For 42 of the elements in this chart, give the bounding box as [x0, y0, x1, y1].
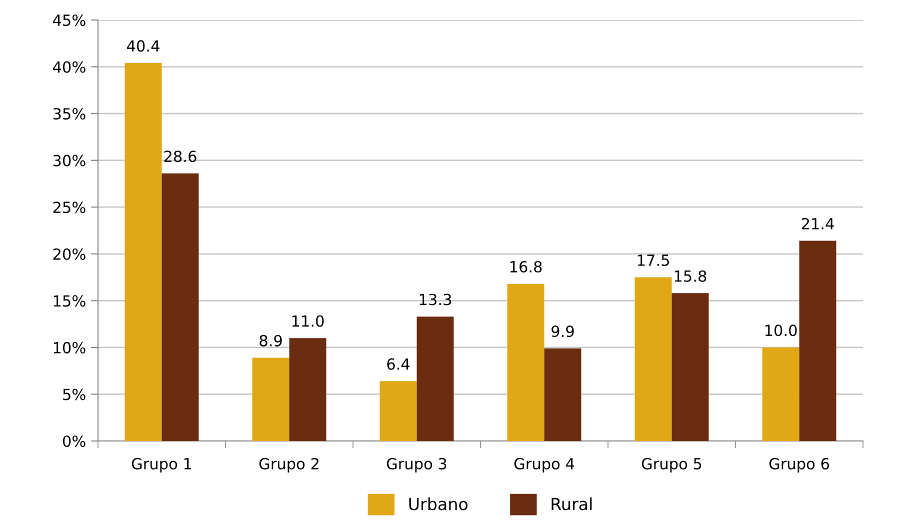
bar [799, 240, 836, 441]
y-tick-label: 40% [52, 61, 86, 73]
data-label: 40.4 [127, 40, 160, 52]
data-label: 13.3 [420, 294, 452, 306]
data-label: 28.6 [164, 150, 196, 162]
y-tick-label: 25% [53, 202, 86, 214]
data-label: 10.0 [765, 324, 797, 336]
y-tick-label: 0% [62, 435, 86, 448]
y-tick-label: 10% [54, 342, 86, 354]
bar [544, 348, 582, 441]
x-tick-label: Grupo 5 [642, 458, 702, 472]
data-label: 9.9 [552, 326, 574, 338]
bar [380, 381, 417, 441]
bar [416, 316, 454, 441]
bar [762, 347, 800, 441]
x-tick-label: Grupo 2 [259, 458, 318, 472]
bar [672, 293, 709, 441]
bar [507, 284, 544, 441]
data-label: 17.5 [638, 254, 669, 266]
legend-label: Urbano [409, 497, 468, 510]
bar [289, 338, 326, 441]
data-label: 16.8 [510, 260, 542, 273]
y-tick-label: 35% [53, 108, 86, 120]
bar [634, 277, 672, 441]
data-label: 11.0 [292, 315, 324, 327]
data-label: 6.4 [387, 358, 410, 370]
bar [124, 63, 162, 441]
y-tick-label: 45% [52, 14, 86, 26]
legend-label: Rural [552, 497, 592, 510]
bar [252, 358, 290, 441]
data-label: 15.8 [674, 270, 706, 282]
y-tick-label: 15% [54, 295, 86, 307]
x-tick-label: Grupo 3 [386, 458, 446, 472]
data-label: 21.4 [802, 218, 834, 230]
x-tick-label: Grupo 6 [769, 458, 829, 472]
x-tick-label: Grupo 1 [132, 458, 192, 472]
data-label: 8.9 [260, 334, 282, 346]
bar [162, 173, 199, 441]
y-tick-label: 20% [53, 248, 86, 260]
x-tick-label: Grupo 4 [514, 458, 574, 472]
y-tick-label: 5% [63, 388, 86, 400]
y-tick-label: 30% [53, 154, 86, 166]
